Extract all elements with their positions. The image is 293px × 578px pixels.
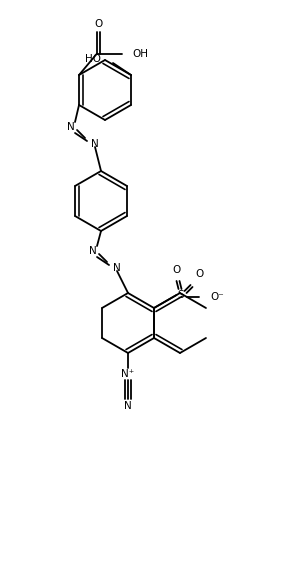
Text: O: O <box>172 265 181 275</box>
Text: N: N <box>89 246 97 256</box>
Text: O⁻: O⁻ <box>210 292 224 302</box>
Text: N⁺: N⁺ <box>121 369 135 379</box>
Text: N: N <box>124 401 132 411</box>
Text: HO: HO <box>85 54 101 64</box>
Text: OH: OH <box>132 49 148 58</box>
Text: N: N <box>67 122 75 132</box>
Text: O: O <box>94 18 102 28</box>
Text: S: S <box>177 290 184 300</box>
Text: N: N <box>91 139 99 149</box>
Text: N: N <box>113 263 121 273</box>
Text: O: O <box>195 269 204 279</box>
